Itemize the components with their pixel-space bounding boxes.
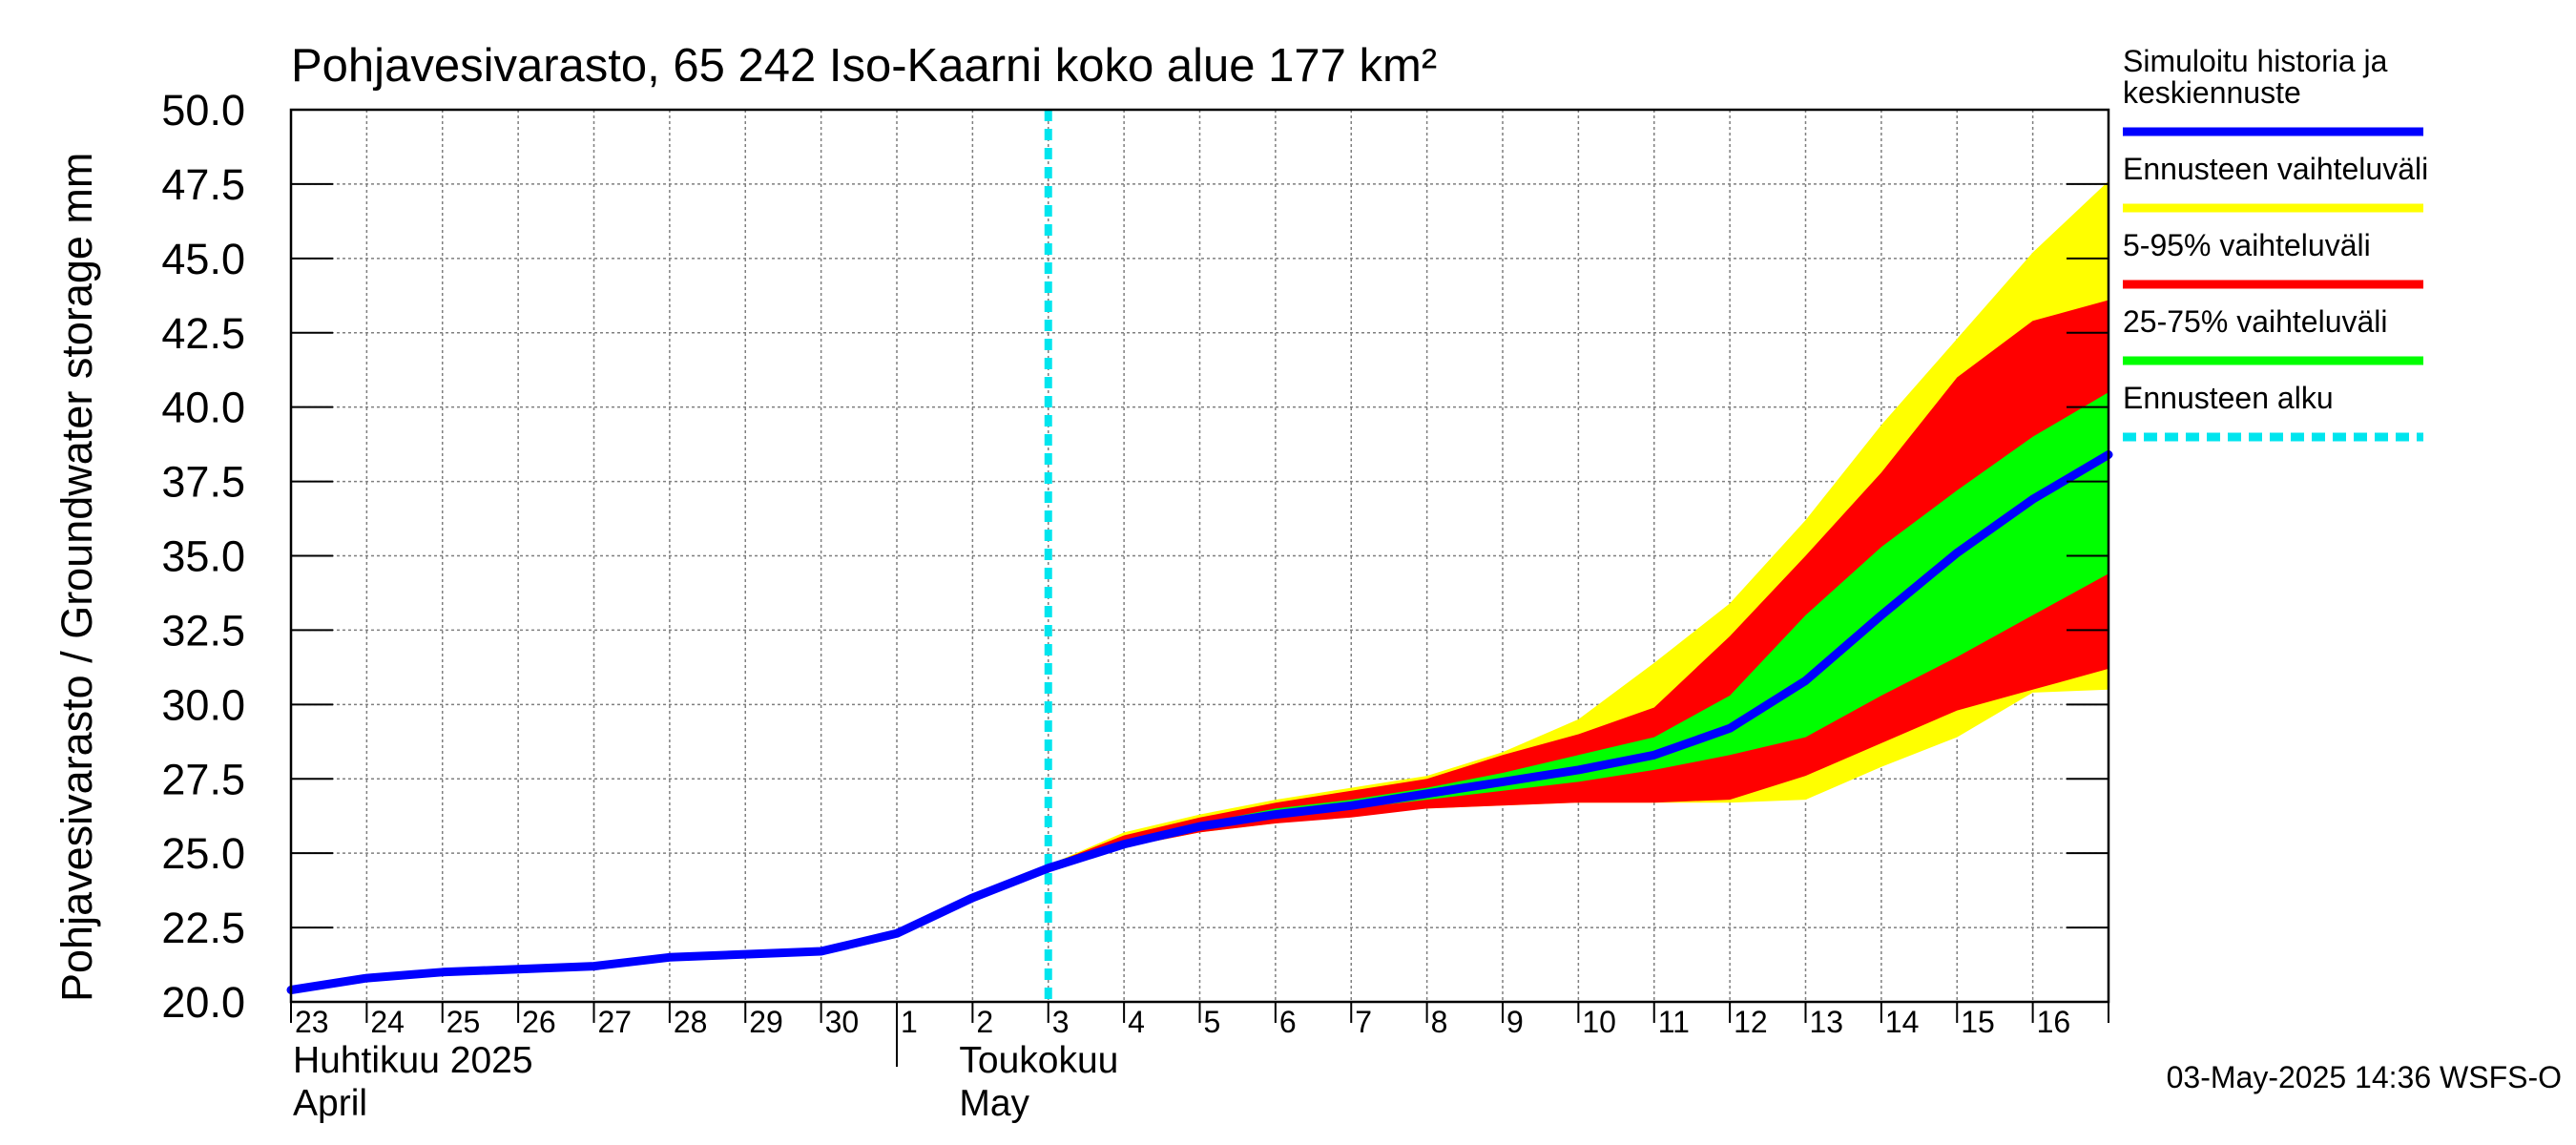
x-tick-label: 14	[1885, 1005, 1920, 1039]
x-tick-label: 27	[598, 1005, 633, 1039]
x-tick-label: 11	[1658, 1005, 1690, 1039]
x-tick-label: 26	[522, 1005, 556, 1039]
x-tick-label: 12	[1734, 1005, 1768, 1039]
month-label: April	[293, 1083, 367, 1124]
y-tick-label: 27.5	[161, 755, 245, 803]
legend-label: 25-75% vaihteluväli	[2123, 304, 2388, 339]
y-axis-label: Pohjavesivarasto / Groundwater storage m…	[52, 153, 101, 1002]
x-tick-label: 9	[1506, 1005, 1524, 1039]
x-tick-label: 5	[1204, 1005, 1221, 1039]
y-tick-label: 30.0	[161, 680, 245, 729]
series-line	[286, 450, 2113, 994]
x-tick-label: 25	[447, 1005, 481, 1039]
y-tick-label: 45.0	[161, 235, 245, 283]
x-tick-label: 24	[370, 1005, 405, 1039]
axes	[289, 108, 2110, 1067]
month-label: May	[959, 1083, 1029, 1124]
y-tick-label: 50.0	[161, 86, 245, 135]
y-tick-label: 25.0	[161, 829, 245, 878]
legend-label: Ennusteen vaihteluväli	[2123, 152, 2428, 186]
tick-labels: 20.0 22.5 25.0 27.5 30.0 32.5 35.0 37.5 40.0 42.5…	[161, 86, 2070, 1039]
y-tick-label: 40.0	[161, 384, 245, 432]
x-tick-label: 2	[976, 1005, 993, 1039]
x-tick-label: 23	[295, 1005, 329, 1039]
y-tick-label: 37.5	[161, 458, 245, 507]
chart-title: Pohjavesivarasto, 65 242 Iso-Kaarni koko…	[291, 40, 1437, 92]
x-tick-label: 28	[674, 1005, 708, 1039]
footer-timestamp: 03-May-2025 14:36 WSFS-O	[2167, 1060, 2562, 1094]
x-tick-label: 4	[1128, 1005, 1145, 1039]
y-tick-label: 47.5	[161, 160, 245, 209]
y-tick-label: 42.5	[161, 309, 245, 358]
legend-label: Simuloitu historia ja	[2123, 44, 2388, 78]
legend-label: Ennusteen alku	[2123, 381, 2334, 415]
x-tick-label: 13	[1810, 1005, 1844, 1039]
x-tick-label: 30	[825, 1005, 860, 1039]
month-label: Toukokuu	[959, 1040, 1118, 1081]
legend-label: keskiennuste	[2123, 75, 2301, 110]
y-tick-label: 35.0	[161, 532, 245, 581]
x-tick-label: 1	[901, 1005, 918, 1039]
x-tick-label: 15	[1961, 1005, 1995, 1039]
y-tick-label: 32.5	[161, 606, 245, 655]
series-lines	[286, 450, 2113, 994]
legend-label: 5-95% vaihteluväli	[2123, 228, 2371, 262]
y-tick-label: 20.0	[161, 978, 245, 1027]
x-tick-label: 29	[749, 1005, 783, 1039]
x-tick-label: 6	[1279, 1005, 1297, 1039]
x-tick-label: 8	[1431, 1005, 1448, 1039]
band-area	[1048, 300, 2109, 868]
x-tick-label: 16	[2037, 1005, 2071, 1039]
month-label: Huhtikuu 2025	[293, 1040, 533, 1081]
y-tick-label: 22.5	[161, 904, 245, 952]
x-tick-label: 3	[1052, 1005, 1070, 1039]
x-tick-label: 10	[1582, 1005, 1616, 1039]
x-tick-label: 7	[1355, 1005, 1372, 1039]
